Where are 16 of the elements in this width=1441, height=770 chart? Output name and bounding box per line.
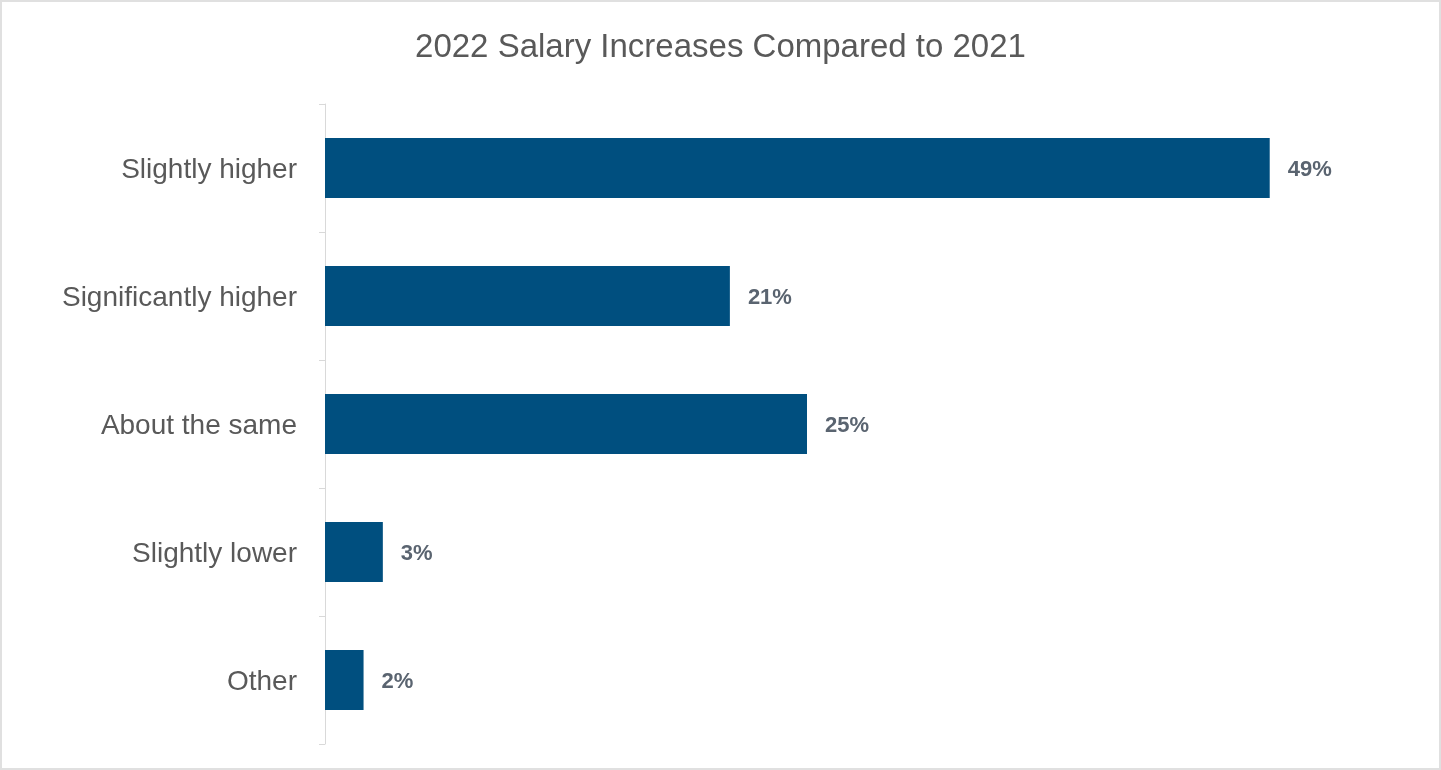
data-label: 25% [825,411,870,437]
data-label: 2% [381,667,414,693]
y-tick-label: Other [226,664,297,696]
y-tick-label: About the same [100,408,297,440]
bar [325,393,807,455]
data-label: 49% [1287,155,1332,181]
data-label: 21% [747,283,792,309]
bar [325,521,383,583]
data-label: 3% [400,539,433,565]
bar [325,137,1270,199]
y-tick-label: Slightly higher [121,152,297,184]
chart-title: 2022 Salary Increases Compared to 2021 [415,27,1026,64]
y-tick-label: Slightly lower [132,536,297,568]
bar [325,265,730,327]
y-tick-label: Significantly higher [61,280,297,312]
bar [325,649,364,711]
